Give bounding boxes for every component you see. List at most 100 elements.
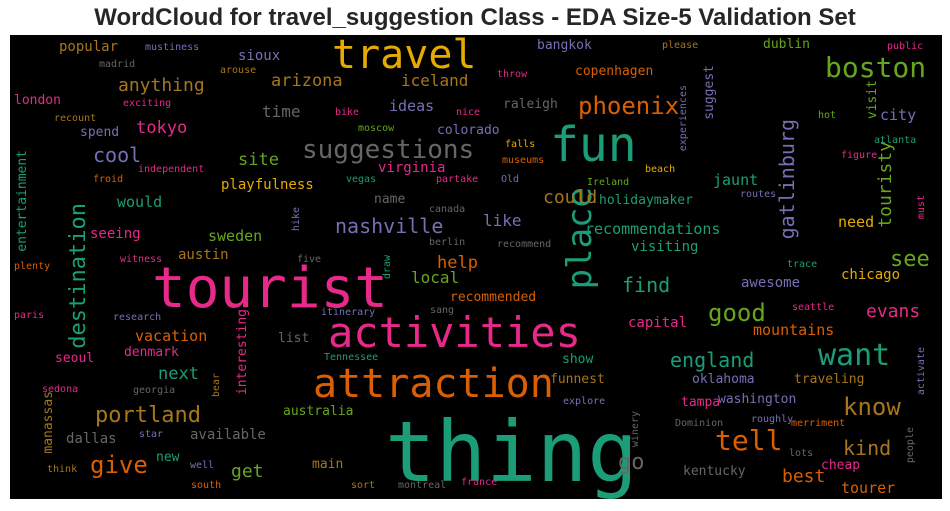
word-fun: fun [550, 117, 637, 173]
word-main: main [312, 457, 344, 472]
word-vacation: vacation [135, 327, 208, 345]
word-falls: falls [505, 139, 536, 150]
word-manassas: manassas [41, 391, 56, 454]
word-show: show [562, 352, 594, 367]
word-cloud: thing tourist attraction activities fun trave… [10, 35, 942, 499]
word-attraction: attraction [313, 361, 554, 407]
word-visit: visit [865, 80, 880, 120]
word-boston: boston [825, 51, 927, 84]
word-recommended: recommended [450, 290, 537, 305]
word-bangkok: bangkok [537, 38, 592, 53]
word-dominion: Dominion [675, 418, 724, 429]
word-recount: recount [54, 113, 97, 124]
word-sweden: sweden [208, 227, 263, 245]
word-visiting: visiting [631, 239, 699, 255]
word-traveling: traveling [794, 372, 865, 387]
word-funnest: funnest [550, 372, 605, 387]
word-recommendations: recommendations [585, 220, 721, 238]
word-seattle: seattle [792, 302, 835, 313]
word-seoul: seoul [55, 351, 95, 366]
word-draw: draw [382, 255, 393, 280]
word-entertainment: entertainment [15, 150, 30, 252]
word-museums: museums [502, 155, 545, 166]
word-know: know [843, 393, 901, 421]
word-roughly: roughly [751, 414, 794, 425]
word-arouse: arouse [220, 65, 257, 76]
word-spend: spend [80, 125, 120, 140]
word-sedona: sedona [42, 384, 79, 395]
word-site: site [238, 150, 279, 170]
word-throw: throw [497, 69, 528, 80]
word-get: get [231, 461, 264, 482]
word-nashville: nashville [335, 214, 444, 238]
word-bear: bear [211, 373, 222, 398]
word-sang: sang [430, 305, 455, 316]
word-awesome: awesome [741, 275, 801, 291]
word-old: Old [501, 174, 520, 185]
word-research: research [113, 312, 162, 323]
word-next: next [158, 364, 199, 384]
word-hot: hot [818, 110, 837, 121]
word-dallas: dallas [66, 431, 117, 447]
word-would: would [117, 193, 163, 211]
word-witness: witness [120, 254, 163, 265]
word-madrid: madrid [99, 59, 136, 70]
word-sort: sort [351, 480, 376, 491]
word-beach: beach [645, 164, 676, 175]
word-partake: partake [436, 174, 479, 185]
word-need: need [838, 213, 875, 231]
word-routes: routes [740, 189, 777, 200]
word-canada: canada [429, 204, 466, 215]
word-jaunt: jaunt [713, 171, 759, 189]
word-bike: bike [335, 107, 360, 118]
word-suggest: suggest [702, 65, 717, 120]
word-evans: evans [866, 301, 921, 322]
word-tokyo: tokyo [136, 118, 188, 138]
word-independent: independent [138, 164, 205, 175]
word-new: new [156, 450, 180, 465]
word-trace: trace [787, 259, 818, 270]
word-phoenix: phoenix [578, 92, 680, 120]
word-well: well [190, 460, 215, 471]
word-see: see [890, 247, 930, 272]
word-thing: thing [385, 403, 638, 499]
word-find: find [622, 273, 671, 297]
word-copenhagen: copenhagen [575, 64, 654, 79]
word-iceland: iceland [401, 71, 469, 90]
word-arizona: arizona [271, 71, 343, 91]
word-cheap: cheap [821, 458, 861, 473]
word-capital: capital [628, 315, 688, 331]
word-south: south [191, 480, 222, 491]
word-lots: lots [789, 448, 814, 459]
word-help: help [437, 253, 478, 273]
word-like: like [483, 211, 522, 230]
word-tell: tell [715, 424, 783, 457]
word-popular: popular [59, 39, 119, 55]
word-activate: activate [916, 347, 927, 396]
word-portland: portland [95, 403, 201, 428]
word-city: city [880, 106, 917, 124]
word-go: go [618, 450, 645, 475]
word-want: want [818, 338, 891, 373]
word-dublin: dublin [763, 37, 810, 52]
word-hike: hike [291, 207, 302, 232]
word-ireland: Ireland [587, 177, 630, 188]
word-gatlinburg: gatlinburg [775, 119, 799, 240]
word-public: public [887, 41, 924, 52]
word-england: england [670, 348, 755, 372]
word-five: five [297, 254, 322, 265]
word-local: local [411, 268, 460, 287]
word-austin: austin [178, 247, 229, 263]
word-chicago: chicago [841, 267, 901, 283]
word-best: best [782, 466, 826, 487]
word-paris: paris [14, 310, 45, 321]
word-star: star [139, 429, 164, 440]
word-could: could [543, 187, 598, 208]
word-good: good [708, 299, 766, 327]
word-list: list [278, 331, 310, 346]
word-name: name [374, 192, 406, 207]
word-mountains: mountains [753, 321, 835, 339]
word-give: give [90, 451, 148, 479]
word-vegas: vegas [346, 174, 377, 185]
word-cool: cool [93, 143, 142, 167]
